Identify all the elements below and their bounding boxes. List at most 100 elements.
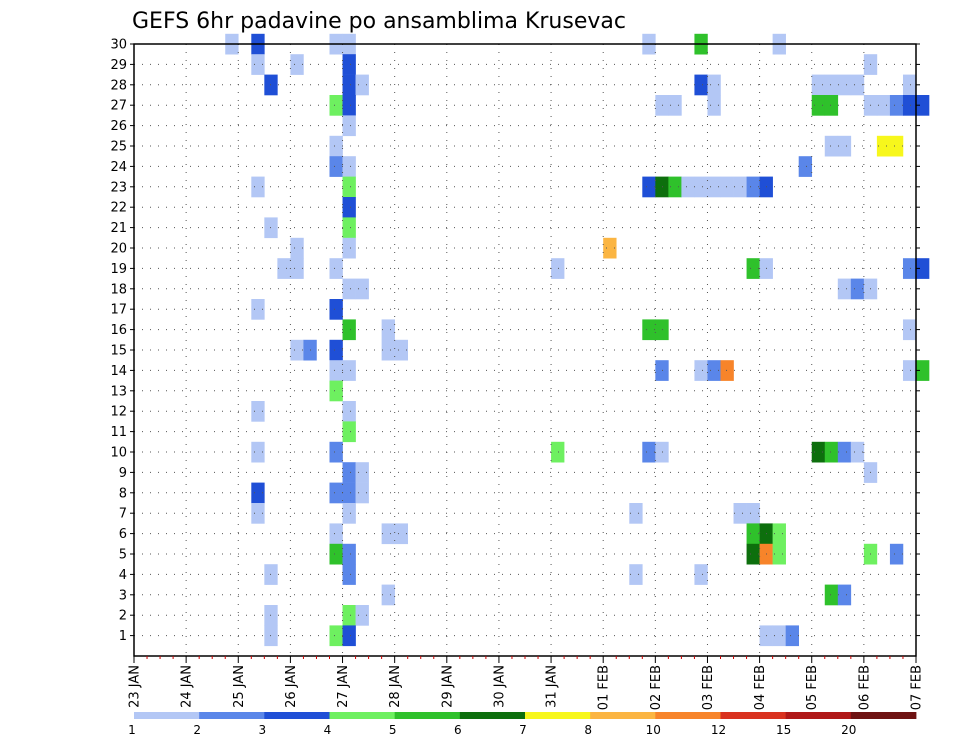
heatmap-cell	[551, 258, 565, 279]
heatmap-cell	[329, 339, 343, 361]
heatmap-cell	[902, 360, 917, 381]
heatmap-cell	[342, 543, 356, 565]
heatmap-cell	[642, 319, 656, 341]
heatmap-cell	[642, 441, 656, 463]
x-tick-label: 06 FEB	[857, 665, 872, 710]
heatmap-cell	[746, 543, 760, 565]
y-axis: 1234567891011121314151617181920212223242…	[110, 38, 920, 644]
heatmap-cell	[707, 95, 721, 116]
heatmap-cell	[277, 258, 291, 279]
colorbar-label: 6	[454, 723, 462, 737]
heatmap-cell	[329, 482, 343, 504]
heatmap-cell	[707, 360, 721, 381]
heatmap-cell	[837, 278, 852, 300]
heatmap-cells	[225, 33, 930, 647]
heatmap-cell	[355, 74, 369, 96]
heatmap-cell	[342, 237, 356, 259]
y-tick-label: 23	[110, 180, 127, 195]
y-tick-label: 11	[110, 425, 127, 440]
colorbar-label: 12	[711, 723, 726, 737]
y-tick-label: 29	[110, 58, 127, 73]
heatmap-cell	[355, 482, 369, 504]
y-tick-label: 13	[110, 384, 127, 399]
heatmap-cell	[629, 564, 643, 585]
colorbar-segment	[199, 712, 265, 719]
heatmap-cell	[772, 543, 786, 565]
x-tick-label: 03 FEB	[701, 665, 716, 710]
heatmap-cell	[694, 564, 708, 585]
heatmap-cell	[746, 176, 760, 198]
heatmap-cell	[902, 258, 917, 279]
y-tick-label: 5	[119, 548, 127, 563]
heatmap-cell	[355, 278, 369, 300]
x-tick-label: 07 FEB	[910, 665, 925, 710]
colorbar-label: 3	[258, 723, 266, 737]
y-tick-label: 2	[119, 609, 127, 624]
y-tick-label: 16	[110, 323, 127, 338]
x-tick-label: 26 JAN	[284, 665, 299, 708]
heatmap-cell	[251, 441, 265, 463]
heatmap-cell	[342, 482, 356, 504]
colorbar-segment	[134, 712, 200, 719]
heatmap-cell	[329, 441, 343, 463]
heatmap-cell	[329, 156, 343, 177]
heatmap-cell	[824, 135, 839, 157]
heatmap-cell	[824, 74, 839, 96]
colorbar-segment	[590, 712, 656, 719]
x-tick-label: 04 FEB	[753, 665, 768, 710]
heatmap-cell	[290, 258, 304, 279]
heatmap-cell	[342, 625, 356, 647]
colorbar-label: 8	[584, 723, 592, 737]
heatmap-cell	[342, 564, 356, 585]
y-tick-label: 27	[110, 99, 127, 114]
heatmap-cell	[603, 237, 617, 259]
heatmap-cell	[355, 605, 369, 626]
heatmap-cell	[850, 278, 865, 300]
heatmap-cell	[694, 176, 708, 198]
heatmap-cell	[916, 360, 930, 381]
colorbar-label: 20	[841, 723, 856, 737]
heatmap-cell	[642, 176, 656, 198]
x-tick-label: 27 JAN	[336, 665, 351, 708]
y-tick-label: 26	[110, 119, 127, 134]
y-tick-label: 24	[110, 160, 127, 175]
heatmap-cell	[251, 299, 265, 320]
heatmap-cell	[902, 319, 917, 341]
y-tick-label: 10	[110, 446, 127, 461]
heatmap-cell	[785, 625, 799, 647]
x-tick-label: 28 JAN	[388, 665, 403, 708]
heatmap-cell	[850, 74, 865, 96]
grid-lines	[134, 43, 916, 656]
heatmap-cell	[707, 176, 721, 198]
colorbar-segment	[264, 712, 330, 719]
heatmap-cell	[824, 441, 839, 463]
heatmap-cell	[394, 523, 408, 545]
y-tick-label: 4	[119, 568, 127, 583]
colorbar-segment	[394, 712, 461, 719]
colorbar-label: 2	[193, 723, 201, 737]
heatmap-cell	[329, 380, 343, 402]
x-tick-label: 24 JAN	[180, 665, 195, 708]
heatmap-cell	[629, 503, 643, 524]
heatmap-cell	[837, 584, 852, 606]
y-tick-label: 14	[110, 364, 127, 379]
colorbar-segment	[850, 712, 917, 719]
heatmap-cell	[251, 401, 265, 422]
colorbar-label: 15	[776, 723, 791, 737]
heatmap-cell	[251, 503, 265, 524]
heatmap-cell	[290, 237, 304, 259]
heatmap-cell	[251, 176, 265, 198]
heatmap-cell	[720, 176, 734, 198]
heatmap-cell	[342, 360, 356, 381]
heatmap-cell	[551, 441, 565, 463]
heatmap-cell	[824, 95, 839, 116]
y-tick-label: 21	[110, 221, 127, 236]
heatmap-cell	[798, 156, 813, 177]
heatmap-cell	[850, 441, 865, 463]
heatmap-cell	[355, 462, 369, 483]
y-tick-label: 15	[110, 344, 127, 359]
x-tick-label: 30 JAN	[492, 665, 507, 708]
heatmap-cell	[655, 176, 669, 198]
heatmap-cell	[837, 74, 852, 96]
x-axis: 23 JAN 24 JAN 25 JAN 26 JAN 27 JAN 28 JAN 29 J…	[128, 656, 925, 710]
